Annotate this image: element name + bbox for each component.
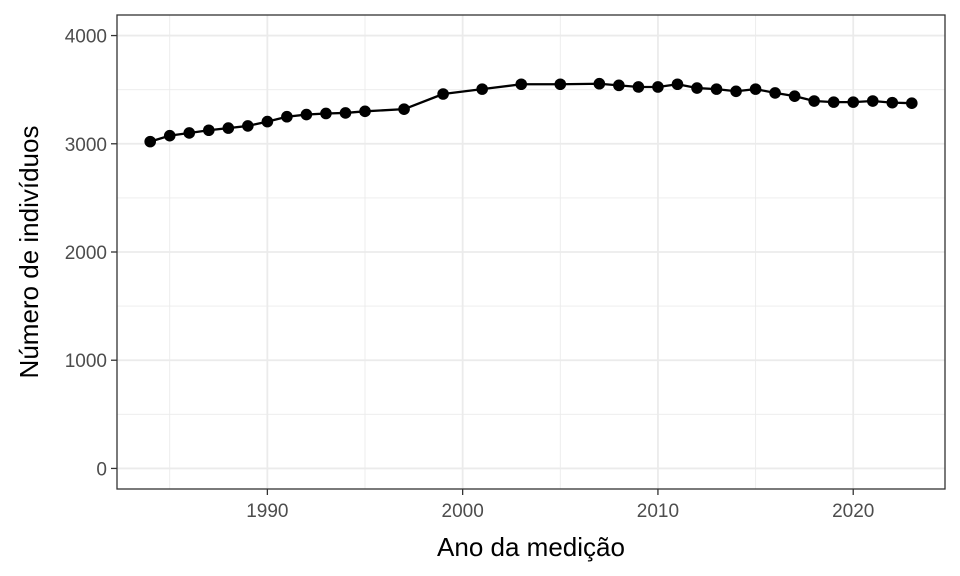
y-axis-title: Número de indivíduos — [14, 126, 44, 379]
y-tick-label: 0 — [96, 459, 107, 480]
data-point — [222, 122, 235, 134]
data-point — [906, 97, 918, 109]
y-tick-label: 1000 — [65, 351, 107, 372]
x-axis-title: Ano da medição — [437, 532, 625, 562]
data-point — [691, 82, 703, 94]
data-point — [281, 110, 293, 123]
series-line — [149, 82, 912, 143]
data-point — [144, 135, 156, 148]
data-point — [652, 81, 664, 93]
data-point — [866, 95, 879, 107]
data-point — [769, 87, 781, 99]
data-point — [476, 83, 488, 95]
data-point — [593, 77, 606, 90]
data-point — [613, 79, 625, 92]
axis-ticks — [111, 34, 854, 495]
data-point — [359, 105, 371, 118]
data-point — [808, 95, 820, 107]
data-point — [554, 78, 567, 91]
y-tick-label: 2000 — [65, 243, 107, 264]
data-point — [515, 78, 528, 91]
y-tick-labels: 0 1000 2000 3000 4000 — [65, 27, 107, 481]
data-point — [163, 129, 176, 142]
data-point — [632, 81, 645, 93]
data-point — [320, 107, 332, 120]
data-point — [183, 127, 196, 139]
data-point — [398, 103, 410, 115]
data-point — [339, 107, 352, 119]
x-tick-label: 1990 — [246, 501, 288, 522]
x-tick-label: 2010 — [637, 501, 679, 522]
data-point — [710, 83, 723, 95]
data-point — [749, 83, 762, 95]
x-tick-labels: 1990 2000 2010 2020 — [246, 501, 874, 522]
series-layer — [144, 77, 918, 148]
data-point — [202, 124, 215, 137]
x-tick-label: 2020 — [832, 501, 874, 522]
data-point — [730, 85, 742, 98]
data-point — [242, 120, 254, 132]
x-tick-label: 2000 — [442, 501, 484, 522]
data-point — [886, 96, 899, 109]
data-point — [671, 78, 684, 91]
data-point — [261, 115, 274, 128]
data-point — [847, 96, 860, 108]
data-point — [827, 96, 840, 108]
y-tick-label: 3000 — [65, 135, 107, 156]
data-point — [437, 88, 449, 100]
data-point — [788, 90, 801, 102]
major-gridlines — [117, 15, 945, 489]
data-point — [300, 108, 313, 121]
y-tick-label: 4000 — [65, 27, 107, 48]
